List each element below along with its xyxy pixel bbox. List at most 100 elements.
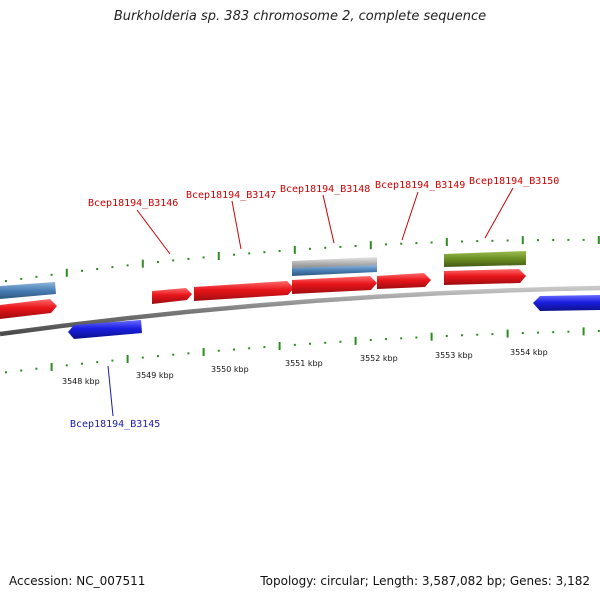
- outer-tick-21: [324, 246, 327, 249]
- inner-tick-0: [5, 371, 7, 374]
- tick-label-3550: 3550 kbp: [211, 365, 249, 374]
- inner-tick-4: [65, 364, 68, 367]
- inner-tick-33: [506, 329, 509, 338]
- inner-tick-37: [567, 330, 570, 333]
- inner-tick-6: [96, 361, 99, 364]
- outer-tick-29: [445, 238, 448, 246]
- outer-tick-16: [248, 252, 251, 255]
- tick-labels: 3548 kbp 3549 kbp 3550 kbp 3551 kbp 3552…: [62, 348, 548, 386]
- inner-tick-25: [385, 338, 387, 341]
- outer-tick-25: [385, 243, 387, 246]
- genome-summary: Topology: circular; Length: 3,587,082 bp…: [260, 574, 590, 588]
- inner-tick-13: [202, 348, 205, 356]
- gene-b3149[interactable]: [377, 273, 431, 289]
- tick-label-3548: 3548 kbp: [62, 377, 100, 386]
- leader-b3148: [322, 194, 335, 244]
- inner-tick-36: [552, 331, 555, 334]
- gene-reverse-right[interactable]: [533, 295, 600, 311]
- inner-tick-21: [324, 341, 327, 344]
- misc-feature-b3148[interactable]: [292, 265, 377, 276]
- tick-label-3552: 3552 kbp: [360, 354, 398, 363]
- outer-tick-37: [567, 238, 570, 241]
- chromosome-backbone: [0, 285, 600, 337]
- tick-label-3554: 3554 kbp: [510, 348, 548, 357]
- label-b3147[interactable]: Bcep18194_B3147: [186, 190, 276, 201]
- outer-tick-9: [141, 259, 144, 268]
- outer-tick-row: [5, 236, 600, 283]
- leader-b3150: [484, 187, 514, 239]
- outer-tick-14: [217, 252, 220, 260]
- inner-tick-29: [445, 335, 448, 337]
- rna-feature-b3150[interactable]: [444, 251, 526, 267]
- pseudo-feature-b3148[interactable]: [292, 257, 377, 268]
- gene-b3146[interactable]: [152, 288, 192, 304]
- outer-tick-20: [309, 247, 311, 250]
- outer-tick-1: [20, 277, 23, 280]
- inner-tick-38: [582, 327, 585, 336]
- inner-tick-9: [141, 356, 144, 359]
- inner-tick-3: [50, 363, 53, 371]
- inner-tick-20: [309, 342, 311, 345]
- label-b3148[interactable]: Bcep18194_B3148: [280, 184, 370, 195]
- outer-tick-17: [263, 251, 266, 254]
- inner-tick-16: [248, 347, 251, 350]
- outer-tick-39: [597, 236, 600, 244]
- inner-tick-7: [111, 359, 114, 362]
- gene-b3150[interactable]: [444, 269, 526, 285]
- outer-tick-12: [187, 257, 190, 260]
- inner-tick-28: [430, 332, 433, 341]
- outer-tick-36: [552, 239, 555, 241]
- label-b3146[interactable]: Bcep18194_B3146: [88, 198, 178, 209]
- outer-tick-34: [521, 236, 524, 245]
- map-title: Burkholderia sp. 383 chromosome 2, compl…: [113, 9, 487, 24]
- gene-forward-left[interactable]: [0, 299, 57, 319]
- inner-tick-31: [476, 333, 479, 336]
- inner-tick-27: [415, 336, 418, 339]
- label-b3150[interactable]: Bcep18194_B3150: [469, 176, 559, 187]
- feature-track-misc: [0, 251, 526, 299]
- inner-tick-32: [491, 333, 494, 336]
- outer-tick-10: [157, 261, 159, 263]
- label-b3145[interactable]: Bcep18194_B3145: [70, 419, 160, 430]
- outer-tick-6: [96, 268, 99, 270]
- outer-tick-15: [233, 253, 235, 256]
- outer-tick-4: [65, 268, 68, 277]
- tick-label-3549: 3549 kbp: [136, 371, 174, 380]
- outer-tick-0: [5, 280, 7, 283]
- tick-label-3553: 3553 kbp: [435, 351, 473, 360]
- gene-b3145[interactable]: [68, 320, 142, 339]
- outer-tick-8: [126, 264, 129, 267]
- outer-tick-33: [506, 239, 509, 242]
- feature-track-reverse: [68, 295, 600, 339]
- outer-tick-23: [354, 245, 357, 247]
- tick-label-3551: 3551 kbp: [285, 359, 323, 368]
- misc-feature-left[interactable]: [0, 282, 56, 299]
- outer-tick-26: [400, 242, 403, 245]
- outer-tick-5: [81, 269, 83, 272]
- outer-tick-18: [278, 250, 281, 252]
- inner-tick-row: [5, 327, 600, 374]
- inner-tick-18: [278, 342, 281, 350]
- inner-tick-17: [263, 346, 266, 349]
- inner-tick-30: [461, 334, 463, 337]
- outer-tick-11: [172, 259, 175, 262]
- inner-tick-15: [233, 348, 235, 351]
- outer-tick-7: [111, 266, 114, 269]
- inner-tick-19: [293, 343, 296, 346]
- gene-b3147[interactable]: [194, 281, 294, 301]
- gene-b3148[interactable]: [292, 276, 377, 294]
- outer-tick-13: [202, 256, 205, 259]
- inner-tick-1: [20, 369, 23, 372]
- label-b3149[interactable]: Bcep18194_B3149: [375, 180, 465, 191]
- outer-tick-30: [461, 240, 463, 243]
- outer-tick-31: [476, 240, 479, 243]
- inner-tick-14: [217, 349, 220, 352]
- outer-tick-3: [50, 273, 53, 276]
- inner-tick-34: [521, 332, 524, 334]
- inner-tick-11: [172, 353, 175, 356]
- outer-tick-24: [369, 241, 372, 250]
- outer-tick-19: [293, 245, 296, 254]
- inner-tick-22: [339, 340, 342, 343]
- leader-b3147: [231, 200, 242, 250]
